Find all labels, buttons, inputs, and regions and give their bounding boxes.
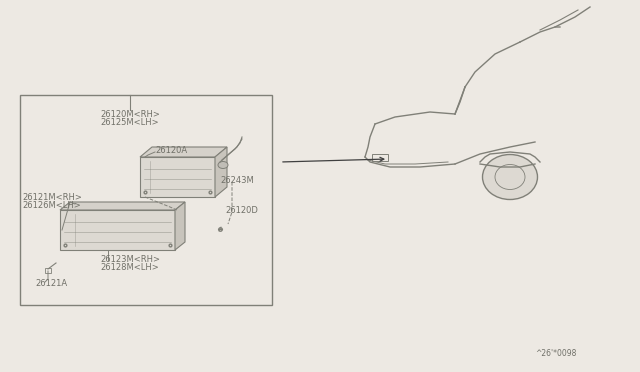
Text: 26121A: 26121A bbox=[35, 279, 67, 289]
Text: ^26'*0098: ^26'*0098 bbox=[535, 350, 577, 359]
Polygon shape bbox=[175, 202, 185, 250]
Text: 26128M<LH>: 26128M<LH> bbox=[100, 263, 159, 273]
Text: 26243M: 26243M bbox=[220, 176, 253, 185]
Polygon shape bbox=[215, 147, 227, 197]
Text: 26121M<RH>: 26121M<RH> bbox=[22, 192, 82, 202]
Text: 26123M<RH>: 26123M<RH> bbox=[100, 256, 160, 264]
Text: 26120D: 26120D bbox=[225, 205, 258, 215]
Bar bbox=[20, 95, 272, 305]
Text: 26126M<LH>: 26126M<LH> bbox=[22, 201, 81, 209]
Bar bbox=[372, 154, 388, 161]
Ellipse shape bbox=[483, 154, 538, 199]
Polygon shape bbox=[140, 147, 227, 157]
Bar bbox=[140, 157, 215, 197]
Text: 26125M<LH>: 26125M<LH> bbox=[100, 118, 159, 126]
Bar bbox=[45, 268, 51, 273]
Polygon shape bbox=[60, 202, 185, 210]
Text: 26120A: 26120A bbox=[155, 145, 187, 154]
Text: 26120M<RH>: 26120M<RH> bbox=[100, 109, 160, 119]
Ellipse shape bbox=[218, 161, 228, 169]
Bar bbox=[60, 210, 175, 250]
